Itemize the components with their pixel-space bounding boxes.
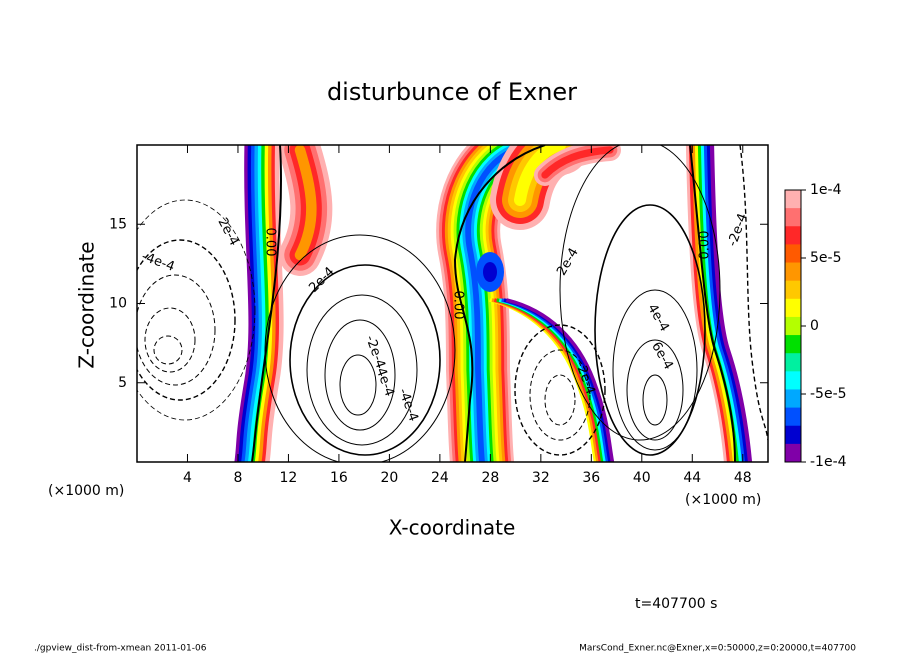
filled-contour [248, 145, 267, 462]
x-axis-label: X-coordinate [389, 516, 516, 540]
x-tick-label: 28 [481, 470, 499, 486]
y-axis-label: Z-coordinate [75, 241, 99, 368]
filled-contour [694, 145, 738, 462]
contour-label: 0.00 [698, 231, 713, 260]
filled-contour [706, 145, 750, 462]
x-tick-label: 20 [380, 470, 398, 486]
filled-contour [703, 145, 747, 462]
colorbar-swatch [785, 335, 801, 354]
filled-contour [505, 298, 615, 462]
contour-label: 0.00 [451, 291, 466, 320]
footer-right: MarsCond_Exner.nc@Exner,x=0:50000,z=0:20… [579, 644, 856, 654]
filled-contour [483, 262, 497, 282]
colorbar-tick-label: -1e-4 [810, 454, 847, 470]
y-tick-label: 10 [109, 296, 127, 312]
contour-label: -4e-4 [395, 386, 421, 423]
filled-contour [294, 145, 317, 261]
colorbar-tick-label: 0 [810, 318, 819, 334]
colorbar-swatch [785, 353, 801, 372]
colorbar-swatch [785, 316, 801, 336]
colorbar-swatch [785, 226, 801, 245]
filled-contour [265, 145, 284, 462]
time-label: t=407700 s [635, 596, 717, 612]
x-tick-label: 8 [233, 470, 242, 486]
chart-title: disturbunce of Exner [327, 78, 577, 106]
contour-label: 0.00 [263, 228, 278, 257]
filled-contour [254, 145, 274, 462]
filled-contour [691, 145, 735, 462]
filled-contour [261, 145, 281, 462]
x-tick-label: 24 [431, 470, 449, 486]
y-tick-label: 15 [109, 216, 127, 232]
x-tick-label: 36 [582, 470, 600, 486]
filled-contour [241, 145, 260, 462]
filled-contour [514, 145, 566, 206]
filled-contour [541, 146, 614, 179]
colorbar-tick-label: 1e-4 [810, 182, 842, 198]
contour-label: -4e-4 [139, 249, 176, 275]
filled-contour [258, 145, 277, 462]
filled-contour [685, 145, 729, 462]
x-tick-label: 12 [280, 470, 298, 486]
contour-label: 2e-4 [215, 216, 242, 249]
x-tick-label: 4 [183, 470, 192, 486]
contour-field [234, 145, 753, 462]
colorbar-tick-label: 5e-5 [810, 250, 841, 266]
colorbar-swatch [785, 371, 801, 390]
x-tick-label: 32 [532, 470, 550, 486]
footer-left: ./gpview_dist-from-xmean 2011-01-06 [34, 644, 207, 654]
y-unit-label: (×1000 m) [48, 483, 124, 499]
colorbar-swatch [785, 298, 801, 318]
colorbar-swatch [785, 389, 801, 409]
filled-contour [234, 145, 254, 462]
x-tick-label: 16 [330, 470, 348, 486]
colorbar-swatch [785, 262, 801, 282]
colorbar-swatch [785, 407, 801, 427]
colorbar-tick-label: -5e-5 [810, 386, 847, 402]
filled-contour [465, 145, 523, 462]
colorbar-swatch [785, 425, 801, 445]
filled-contour [709, 145, 753, 462]
filled-contour [237, 145, 257, 462]
colorbar-swatch [785, 190, 801, 209]
colorbar-swatch [785, 208, 801, 227]
filled-contour [700, 145, 744, 462]
x-unit-label: (×1000 m) [685, 492, 761, 508]
colorbar-swatch [785, 280, 801, 300]
filled-contour [244, 145, 264, 462]
colorbar-swatch [785, 244, 801, 264]
x-tick-label: 40 [633, 470, 651, 486]
colorbar-swatch [785, 443, 801, 463]
x-tick-label: 48 [734, 470, 752, 486]
y-tick-label: 5 [118, 375, 127, 391]
filled-contour [251, 145, 271, 462]
x-tick-label: 44 [683, 470, 701, 486]
